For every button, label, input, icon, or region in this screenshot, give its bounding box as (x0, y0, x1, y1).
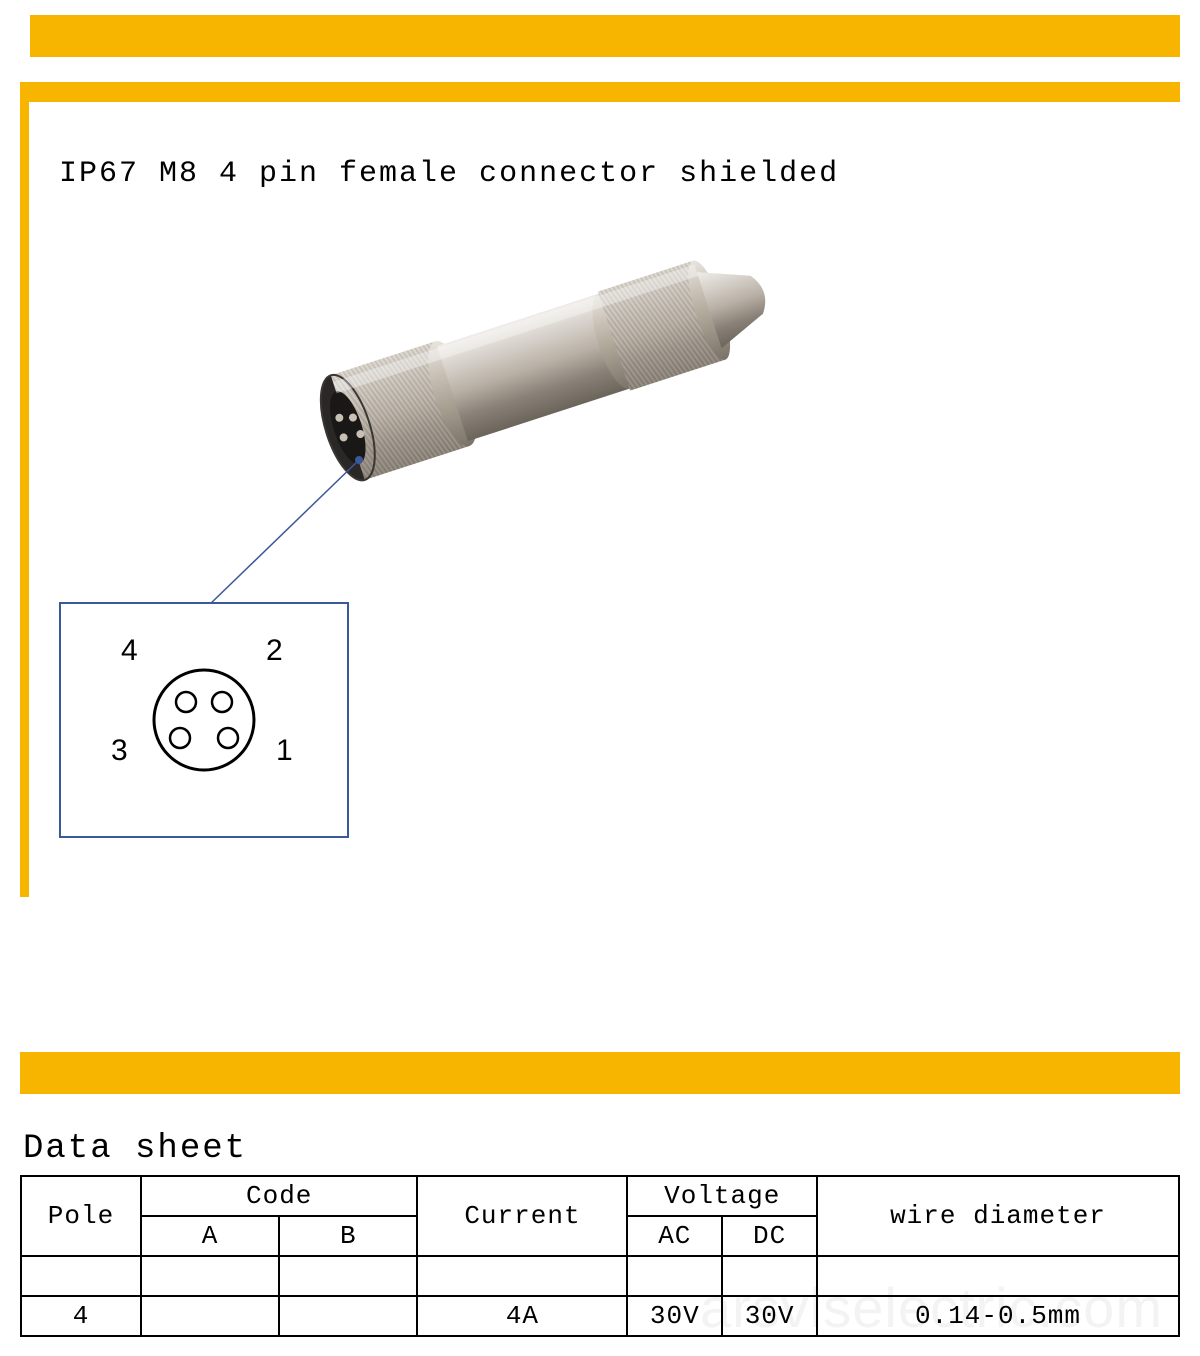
cell-empty (141, 1256, 279, 1296)
top-accent-bar (20, 15, 1180, 57)
product-title: IP67 M8 4 pin female connector shielded (59, 157, 839, 191)
data-sheet-table: Pole Code Current Voltage wire diameter … (20, 1175, 1180, 1337)
pin-label-2: 2 (266, 634, 283, 668)
cell-current: 4A (417, 1296, 627, 1336)
col-code-b: B (279, 1216, 417, 1256)
cell-empty (21, 1256, 141, 1296)
cell-pole: 4 (21, 1296, 141, 1336)
cell-empty (817, 1256, 1179, 1296)
product-section: IP67 M8 4 pin female connector shielded (20, 82, 1180, 897)
cell-empty (627, 1256, 722, 1296)
data-sheet-title: Data sheet (23, 1130, 247, 1168)
cell-code-b (279, 1296, 417, 1336)
section-accent-bar (20, 1052, 1180, 1094)
table-header-row-1: Pole Code Current Voltage wire diameter (21, 1176, 1179, 1216)
pin-label-1: 1 (276, 734, 293, 768)
cell-empty (279, 1256, 417, 1296)
table-empty-row (21, 1256, 1179, 1296)
col-current: Current (417, 1176, 627, 1256)
cell-code-a (141, 1296, 279, 1336)
cell-voltage-ac: 30V (627, 1296, 722, 1336)
col-code: Code (141, 1176, 417, 1216)
table-data-row: 4 4A 30V 30V 0.14-0.5mm (21, 1296, 1179, 1336)
cell-wire-diameter: 0.14-0.5mm (817, 1296, 1179, 1336)
col-voltage: Voltage (627, 1176, 817, 1216)
col-pole: Pole (21, 1176, 141, 1256)
col-code-a: A (141, 1216, 279, 1256)
cell-empty (722, 1256, 817, 1296)
pin-diagram-box: 4 2 3 1 (59, 602, 349, 838)
connector-illustration (239, 232, 799, 512)
cell-empty (417, 1256, 627, 1296)
col-wire-diameter: wire diameter (817, 1176, 1179, 1256)
col-voltage-dc: DC (722, 1216, 817, 1256)
col-voltage-ac: AC (627, 1216, 722, 1256)
pin-label-3: 3 (111, 734, 128, 768)
cell-voltage-dc: 30V (722, 1296, 817, 1336)
top-bar-notch (20, 15, 30, 57)
pin-label-4: 4 (121, 634, 138, 668)
